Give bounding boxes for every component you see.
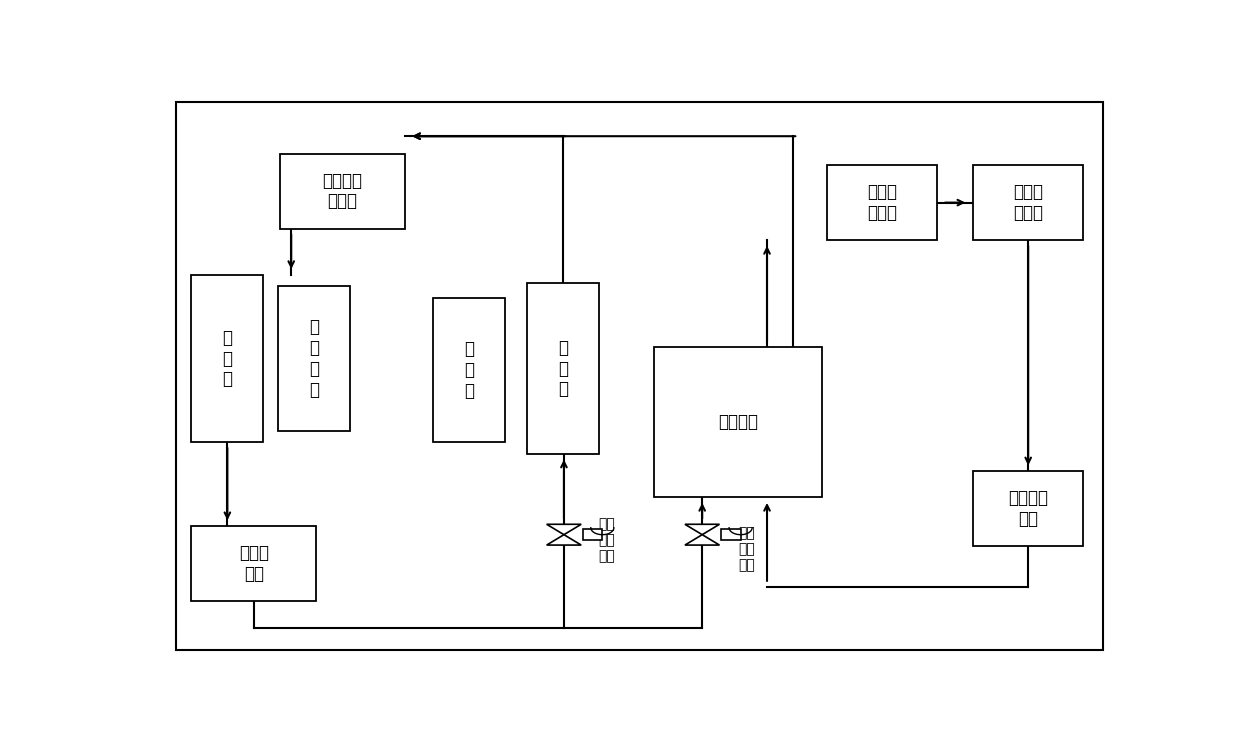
Text: 鼓
风
机: 鼓 风 机 — [465, 340, 475, 400]
Polygon shape — [685, 524, 720, 535]
Text: 空调
端膨
胀阀: 空调 端膨 胀阀 — [598, 518, 616, 564]
Bar — [654, 347, 823, 497]
Bar — [278, 286, 349, 430]
Text: 冷却液
膨胀箱: 冷却液 膨胀箱 — [867, 183, 897, 222]
Text: 蒸
发
器: 蒸 发 器 — [559, 339, 569, 398]
Bar — [528, 284, 600, 454]
Bar — [434, 298, 506, 442]
Text: 电动冷
却液泵: 电动冷 却液泵 — [1014, 183, 1043, 222]
Polygon shape — [685, 535, 720, 545]
Bar — [973, 165, 1083, 240]
Text: 动力电池
单元: 动力电池 单元 — [1009, 489, 1048, 528]
Text: 冷却单元: 冷却单元 — [719, 413, 758, 431]
Text: 电动空调
压缩机: 电动空调 压缩机 — [322, 172, 362, 211]
Text: 电池
端膨
胀阀: 电池 端膨 胀阀 — [738, 526, 756, 572]
Text: 贮液干
燥器: 贮液干 燥器 — [239, 544, 269, 583]
Text: 冷
凝
器: 冷 凝 器 — [222, 328, 233, 388]
Bar — [191, 526, 316, 601]
Bar — [191, 274, 264, 442]
Polygon shape — [546, 535, 581, 545]
Polygon shape — [546, 524, 581, 535]
Bar — [721, 529, 741, 541]
Bar — [584, 529, 602, 541]
Bar — [280, 154, 404, 229]
Bar — [973, 471, 1083, 546]
Bar — [828, 165, 938, 240]
Text: 电
动
风
扇: 电 动 风 扇 — [309, 318, 318, 399]
